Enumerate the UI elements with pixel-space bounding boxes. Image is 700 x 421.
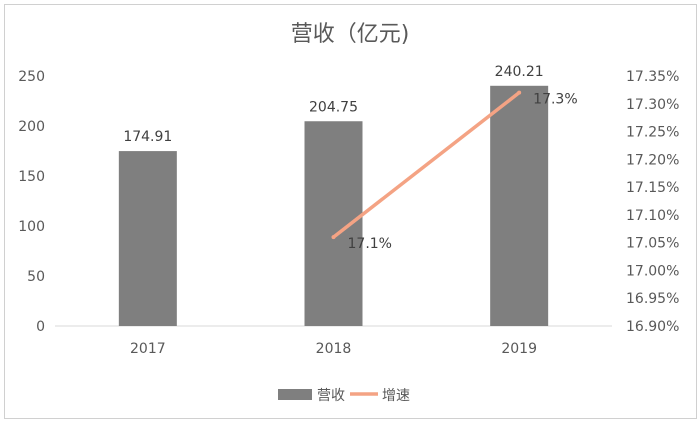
legend-bar-label: 营收 (317, 388, 345, 404)
y-left-tick-label: 200 (18, 119, 45, 135)
y-left-tick-label: 0 (36, 319, 45, 335)
y-right-tick-label: 17.00% (626, 263, 679, 279)
y-right-tick-label: 17.25% (626, 125, 679, 141)
y-right-tick-label: 17.10% (626, 208, 679, 224)
line-data-label: 17.1% (348, 236, 392, 252)
legend-bar-swatch (278, 389, 312, 400)
y-right-tick-label: 17.15% (626, 180, 679, 196)
x-tick-label: 2019 (501, 341, 537, 357)
y-right-tick-label: 17.05% (626, 236, 679, 252)
bar (118, 151, 177, 326)
bar-data-label: 204.75 (309, 99, 358, 115)
y-left-tick-label: 100 (18, 219, 45, 235)
bar-data-label: 240.21 (495, 64, 544, 80)
growth-point (331, 235, 336, 240)
legend-line-label: 增速 (382, 388, 410, 404)
bar (304, 121, 363, 326)
y-right-tick-label: 17.35% (626, 69, 679, 85)
growth-point (517, 90, 522, 95)
y-left-tick-label: 250 (18, 69, 45, 85)
y-right-tick-label: 17.30% (626, 97, 679, 113)
y-right-tick-label: 17.20% (626, 152, 679, 168)
y-left-tick-label: 150 (18, 169, 45, 185)
y-right-tick-label: 16.90% (626, 319, 679, 335)
growth-line (331, 90, 521, 239)
x-tick-label: 2017 (130, 341, 166, 357)
y-right-tick-label: 16.95% (626, 291, 679, 307)
y-left-tick-label: 50 (27, 269, 45, 285)
chart-title: 营收（亿元) (290, 22, 410, 47)
bar (490, 85, 549, 326)
bar-data-label: 174.91 (123, 129, 172, 145)
x-tick-label: 2018 (316, 341, 352, 357)
line-data-label: 17.3% (533, 92, 577, 108)
